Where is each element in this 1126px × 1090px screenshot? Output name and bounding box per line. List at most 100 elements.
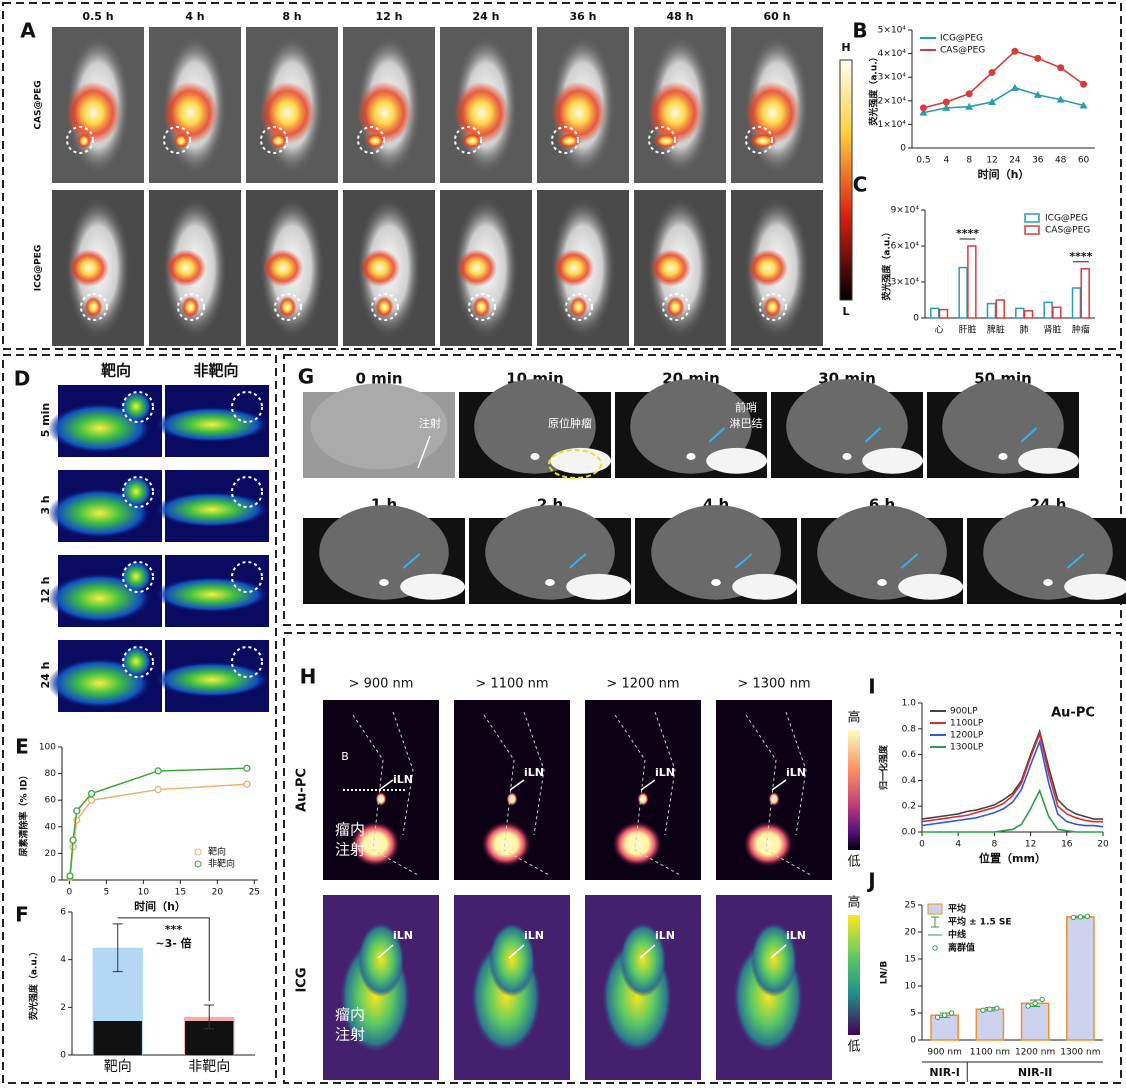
legend-label: 1100LP [950,719,984,729]
marker [1056,95,1065,103]
signal [375,791,387,807]
y-axis-label: 归一化强度 [878,744,890,790]
colorbar-label: H [841,41,850,54]
x-tick-label: 20 [1097,840,1109,850]
node-label: iLN [786,929,806,942]
colorbar [848,730,860,850]
signal [653,133,680,149]
time-label: 0.5 h [82,10,113,23]
x-tick-label: 12 [986,156,997,166]
roi-circle [122,561,154,593]
panel-label: F [15,903,29,927]
point [66,872,74,880]
signal [154,661,269,698]
point [1077,914,1084,920]
point [69,836,77,844]
legend-label: 900LP [950,707,978,717]
signal [763,296,782,318]
arrow [1020,427,1038,443]
y-tick-label: 20 [905,928,917,938]
marker [1079,101,1088,109]
marker [988,97,997,105]
point [934,1014,941,1021]
signal [557,133,582,149]
y-tick-label: 4×10⁴ [878,49,907,59]
y-tick-label: 60 [45,796,57,806]
y-tick-label: 100 [39,743,56,753]
signal [269,133,288,149]
roi-circle [231,561,263,593]
injection-label: 注射 [335,841,365,859]
significance: **** [956,227,979,240]
signal [120,390,152,423]
y-tick-label: 5×10⁴ [878,26,907,36]
point [154,767,162,775]
y-tick-label: 9×10⁴ [891,206,920,216]
roi-circle [66,126,94,154]
outline [614,711,681,876]
colorbar-label: 低 [847,1040,860,1055]
line [922,788,1103,833]
outline [352,711,419,876]
x-tick-label: 36 [1032,156,1044,166]
point [994,1005,1000,1011]
legend-swatch [931,916,939,928]
annotation: Au-PC [1051,706,1095,721]
arrow [900,553,919,569]
bar [1066,916,1095,1041]
marker [942,103,951,111]
y-tick-label: 3×10⁴ [878,73,907,83]
point [154,785,162,794]
node-label: iLN [655,766,675,779]
marker [988,68,996,76]
roi-circle [565,293,593,321]
legend-label: ICG@PEG [1045,214,1088,224]
signal [711,579,721,586]
roi-circle [122,646,154,678]
signal [76,133,92,149]
x-tick-label: 25 [249,888,260,898]
y-tick-label: 20 [45,849,57,859]
point [243,764,251,772]
bar [975,1008,1005,1041]
arrow [708,427,726,443]
arrow [639,944,656,959]
point [980,1007,986,1013]
signal [1043,579,1053,586]
roi-circle [231,646,263,678]
x-tick-label: 靶向 [104,1059,132,1075]
x-tick-label: 1300 nm [1060,1048,1100,1058]
signal [120,645,152,678]
node-label: iLN [393,773,413,786]
marker [1011,47,1019,55]
roi-circle [454,126,482,154]
point [1039,996,1045,1003]
arrow [864,427,882,443]
signal [365,133,386,149]
filter-label: > 900 nm [349,677,414,692]
signal [619,922,667,997]
annotation: 淋巴结 [730,417,763,430]
roi-circle [80,293,108,321]
time-label: 48 h [667,10,694,23]
legend-label: CAS@PEG [940,46,985,56]
x-tick-label: 0 [919,840,925,850]
panel-label: C [853,173,868,197]
injection-label: 瘤内 [335,821,365,839]
panel-label: J [866,869,875,893]
time-label: 8 h [282,10,301,23]
x-tick-label: 1100 nm [970,1048,1010,1058]
roi-circle [274,293,302,321]
point [73,807,81,815]
arrow [402,553,421,569]
roi-circle [260,126,288,154]
panel-label: H [300,665,317,689]
marker [1057,64,1065,72]
y-axis-label: 尿素清除率（% ID） [18,771,30,857]
y-tick-label: 2×10⁴ [878,96,907,106]
x-tick-label: 10 [138,888,150,898]
bar [938,308,949,319]
x-tick-label: 12 [1025,840,1036,850]
outline [483,711,550,876]
bar [930,307,940,319]
